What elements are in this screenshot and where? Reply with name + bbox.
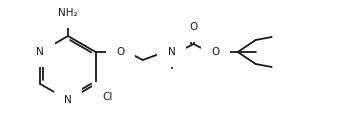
Text: N: N — [64, 95, 72, 105]
Text: NH₂: NH₂ — [58, 8, 78, 18]
Text: Cl: Cl — [102, 92, 113, 102]
Text: N: N — [37, 47, 44, 57]
Text: O: O — [190, 22, 198, 32]
Text: O: O — [212, 47, 220, 57]
Text: N: N — [168, 47, 175, 57]
Text: O: O — [117, 47, 125, 57]
